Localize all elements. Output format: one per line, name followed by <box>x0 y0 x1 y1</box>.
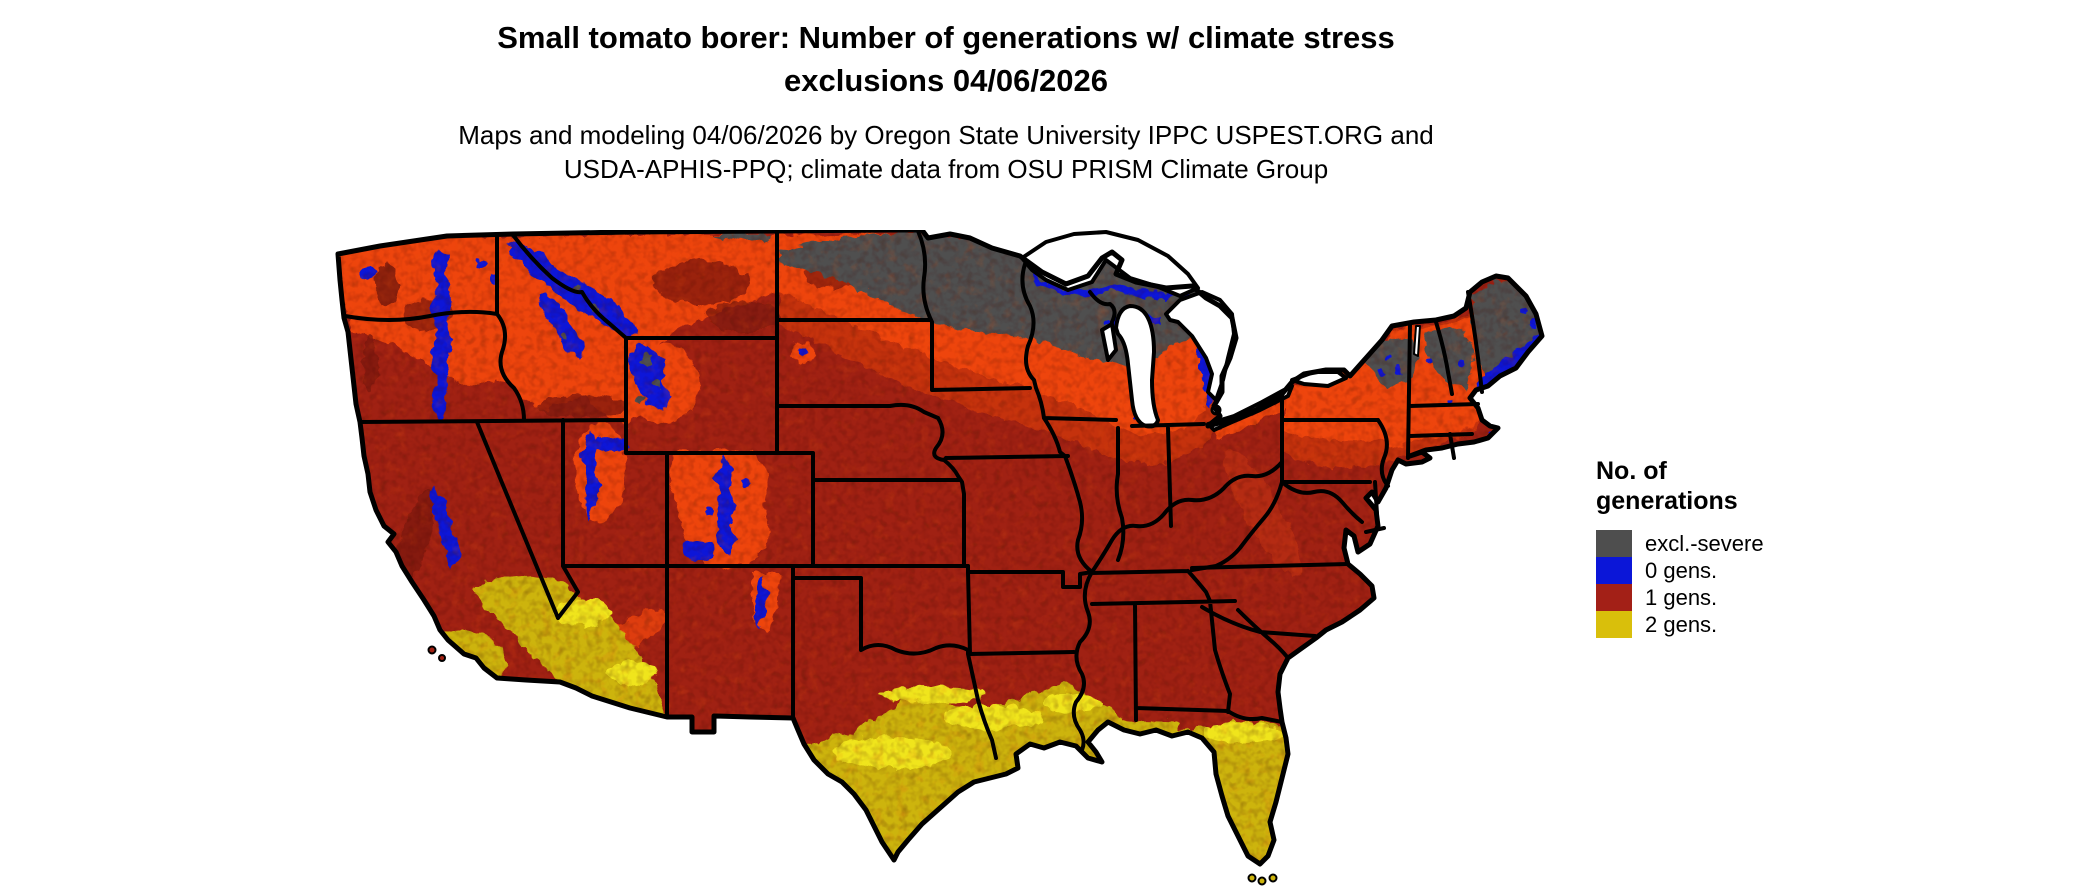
state-borders <box>343 229 1484 760</box>
legend-label-0-gens: 0 gens. <box>1645 558 1718 583</box>
lake-champlain <box>1413 325 1421 357</box>
map-legend: No. of generations excl.-severe 0 gens. … <box>1596 456 1764 638</box>
legend-label-1-gens: 1 gens. <box>1645 585 1718 610</box>
subtitle-line-1: Maps and modeling 04/06/2026 by Oregon S… <box>458 120 1434 150</box>
legend-swatch-0-gens <box>1596 557 1632 584</box>
lake-michigan-green-bay <box>1100 322 1118 362</box>
legend-label-2-gens: 2 gens. <box>1645 612 1718 637</box>
legend-title: No. of generations <box>1596 456 1764 516</box>
legend-row-2-gens: 2 gens. <box>1596 611 1764 638</box>
texture-dark-noise <box>338 230 1542 864</box>
legend-swatch-2-gens <box>1596 611 1632 638</box>
lake-superior <box>1020 230 1200 298</box>
legend-row-excl-severe: excl.-severe <box>1596 530 1764 557</box>
state-borders-midwest <box>966 262 1284 589</box>
legend-row-1-gens: 1 gens. <box>1596 584 1764 611</box>
page-title: Small tomato borer: Number of generation… <box>0 16 1892 102</box>
state-borders-south <box>1071 562 1350 752</box>
legend-swatch-1-gens <box>1596 584 1632 611</box>
florida-key-1 <box>1247 873 1257 883</box>
islands <box>427 645 1278 886</box>
legend-title-line-1: No. of <box>1596 457 1667 485</box>
map-fill-layers <box>338 230 1542 864</box>
state-borders-plains <box>775 229 1076 760</box>
legend-row-0-gens: 0 gens. <box>1596 557 1764 584</box>
florida-key-3 <box>1268 873 1278 883</box>
legend-rows: excl.-severe 0 gens. 1 gens. 2 gens. <box>1596 530 1764 638</box>
channel-island-2 <box>438 654 446 662</box>
title-line-2: exclusions 04/06/2026 <box>783 63 1108 98</box>
page-subtitle: Maps and modeling 04/06/2026 by Oregon S… <box>0 118 1892 186</box>
title-line-1: Small tomato borer: Number of generation… <box>497 20 1395 55</box>
legend-title-line-2: generations <box>1596 487 1738 515</box>
us-map-svg <box>330 229 1560 886</box>
subtitle-line-2: USDA-APHIS-PPQ; climate data from OSU PR… <box>563 154 1329 184</box>
legend-swatch-excl-severe <box>1596 530 1632 557</box>
channel-island-1 <box>427 645 437 655</box>
legend-label-excl-severe: excl.-severe <box>1645 531 1764 556</box>
state-borders-west <box>343 229 970 719</box>
us-climate-map <box>330 230 1560 892</box>
lake-michigan <box>1114 304 1160 429</box>
florida-key-2 <box>1257 876 1267 886</box>
